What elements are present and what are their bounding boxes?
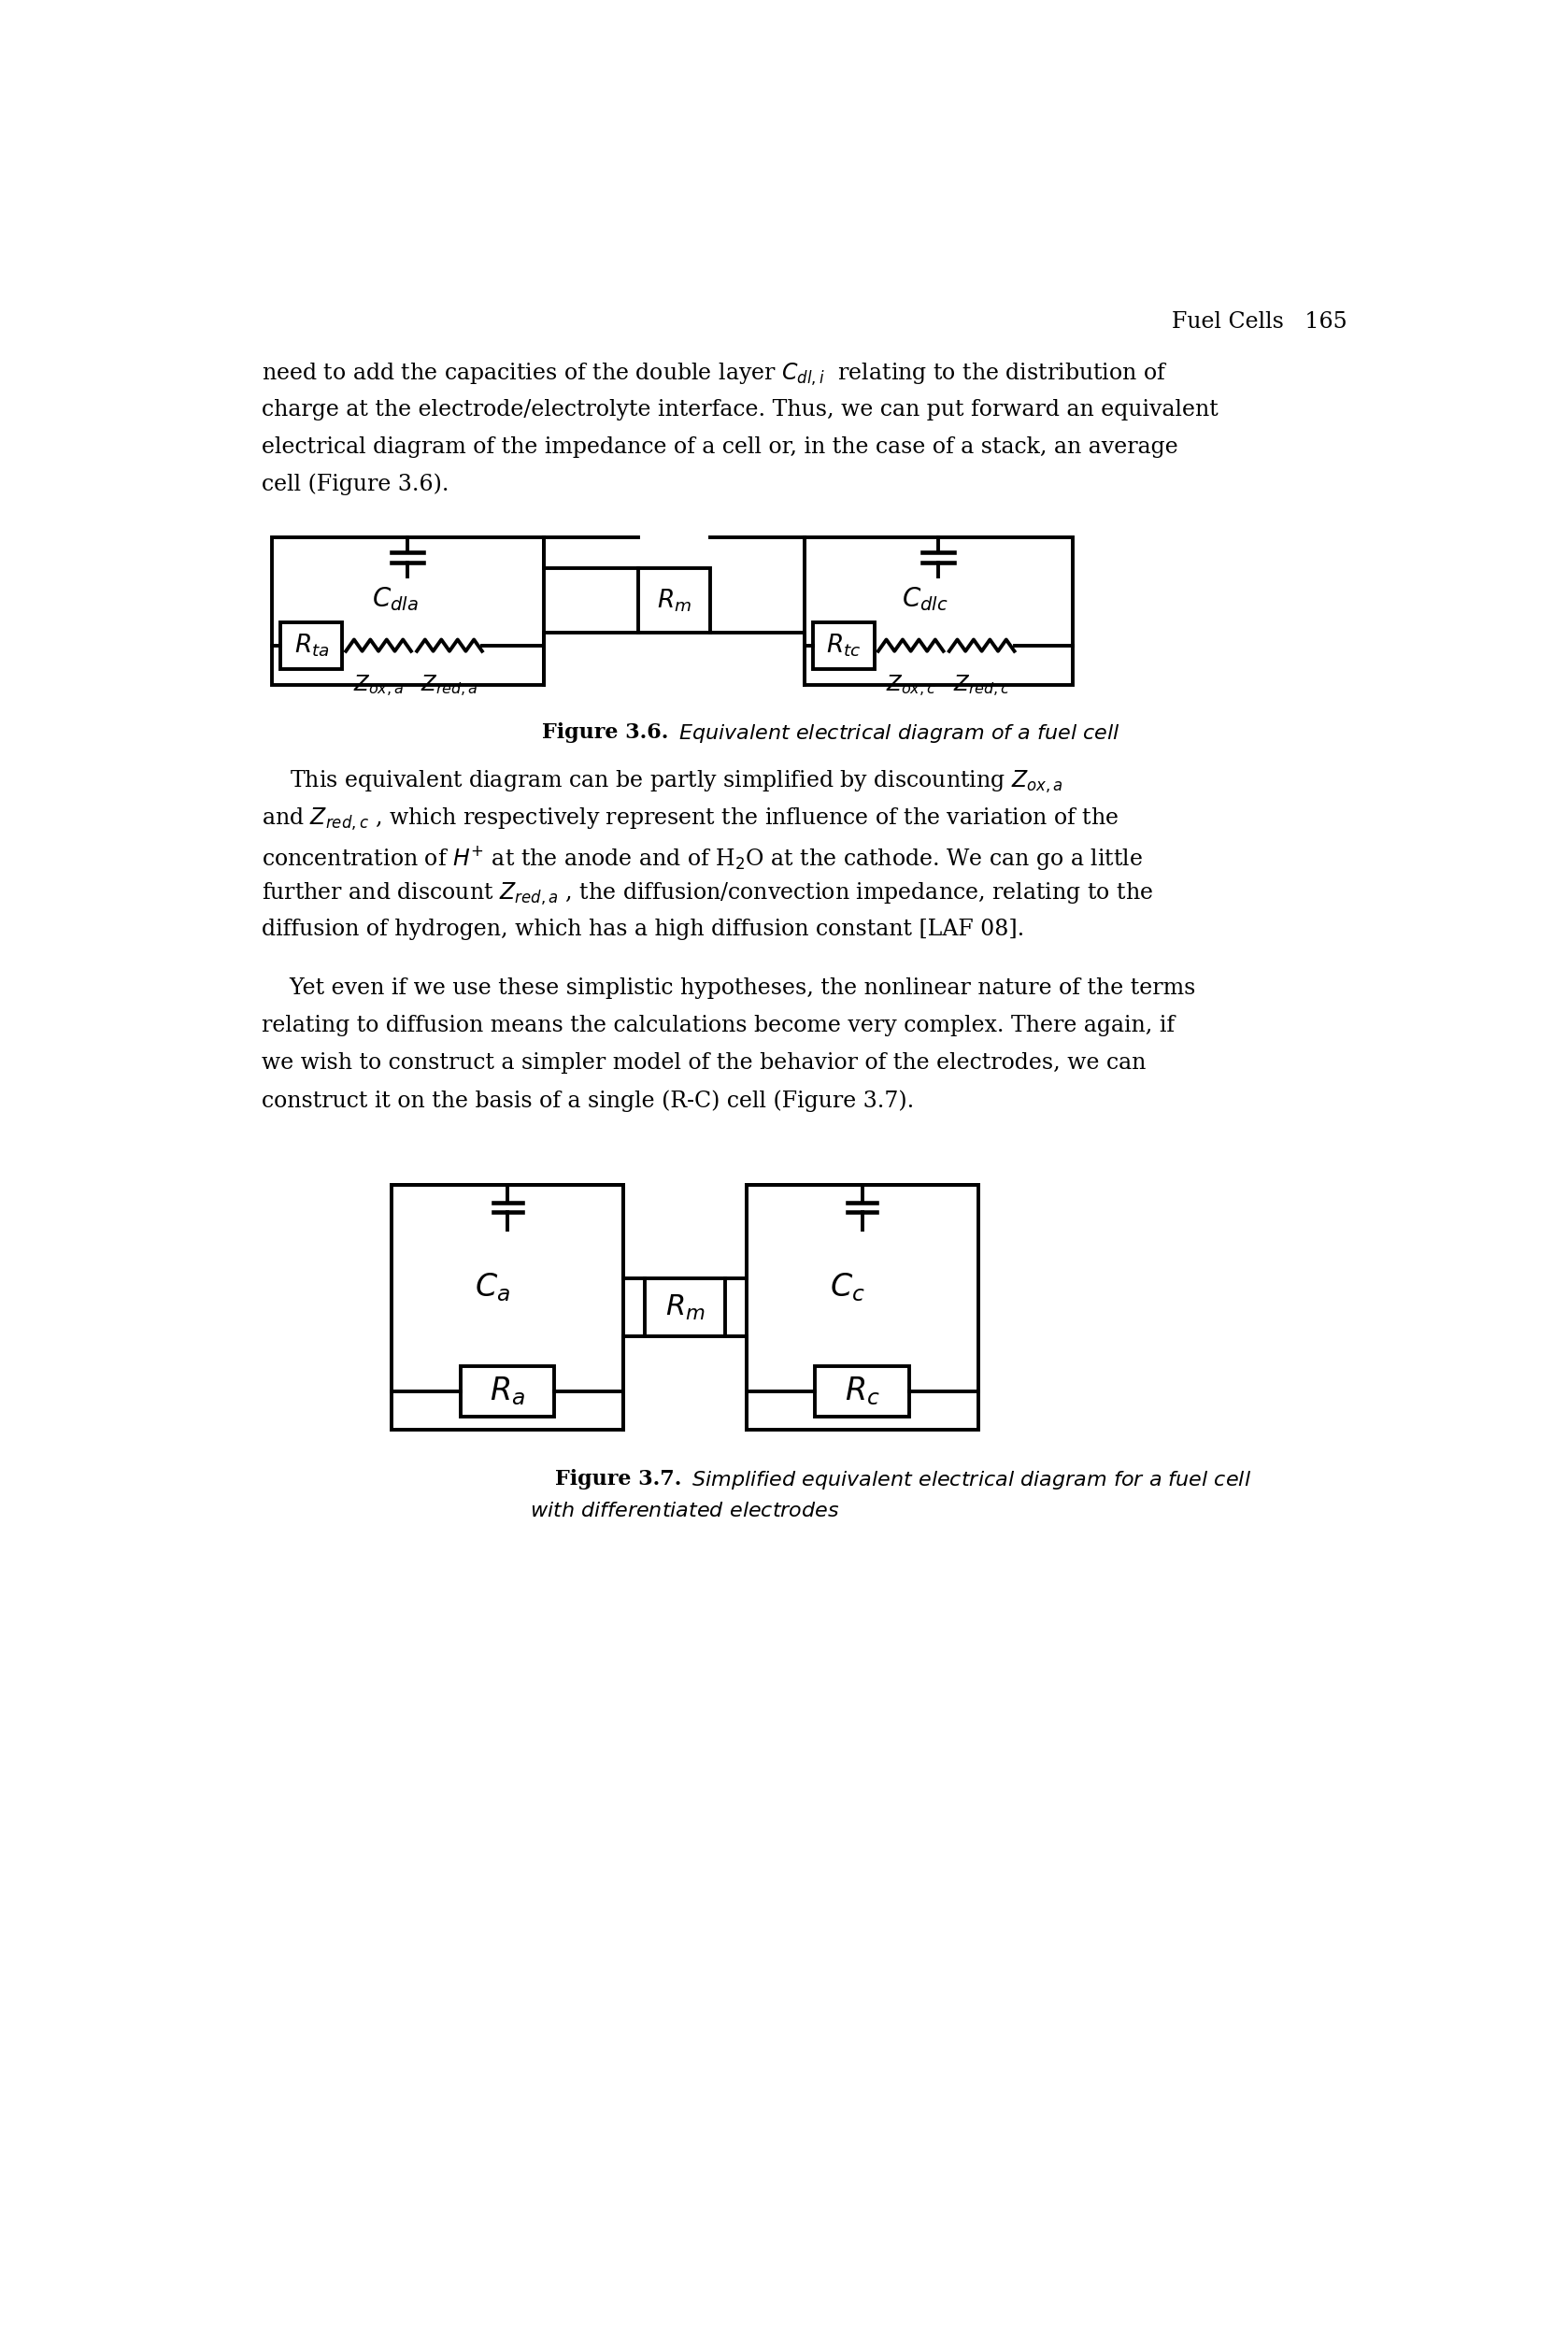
Text: construct it on the basis of a single (R-C) cell (Figure 3.7).: construct it on the basis of a single (R… xyxy=(262,1090,914,1113)
Text: $Z_{red,a}$: $Z_{red,a}$ xyxy=(420,673,478,697)
Text: cell (Figure 3.6).: cell (Figure 3.6). xyxy=(262,472,448,496)
Text: $C_c$: $C_c$ xyxy=(829,1272,866,1305)
Text: $R_{tc}$: $R_{tc}$ xyxy=(826,631,861,659)
Text: This equivalent diagram can be partly simplified by discounting $Z_{ox,a}$: This equivalent diagram can be partly si… xyxy=(262,769,1063,795)
Text: $\it{Simplified\ equivalent\ electrical\ diagram\ for\ a\ fuel\ cell}$: $\it{Simplified\ equivalent\ electrical\… xyxy=(685,1468,1251,1492)
Text: charge at the electrode/electrolyte interface. Thus, we can put forward an equiv: charge at the electrode/electrolyte inte… xyxy=(262,397,1218,421)
Text: Yet even if we use these simplistic hypotheses, the nonlinear nature of the term: Yet even if we use these simplistic hypo… xyxy=(262,977,1195,998)
Text: $R_a$: $R_a$ xyxy=(489,1375,525,1407)
Text: electrical diagram of the impedance of a cell or, in the case of a stack, an ave: electrical diagram of the impedance of a… xyxy=(262,435,1178,458)
Text: concentration of $H^{+}$ at the anode and of H$_2$O at the cathode. We can go a : concentration of $H^{+}$ at the anode an… xyxy=(262,844,1143,872)
Text: $C_{dlc}$: $C_{dlc}$ xyxy=(902,584,949,613)
Text: need to add the capacities of the double layer $C_{dl,i}$  relating to the distr: need to add the capacities of the double… xyxy=(262,360,1167,388)
Text: $Z_{red,c}$: $Z_{red,c}$ xyxy=(953,673,1010,697)
Text: $\it{with\ differentiated\ electrodes}$: $\it{with\ differentiated\ electrodes}$ xyxy=(530,1501,840,1522)
Text: $Z_{ox,a}$: $Z_{ox,a}$ xyxy=(353,673,405,697)
Text: $R_m$: $R_m$ xyxy=(665,1293,704,1321)
Text: and $Z_{red,c}$ , which respectively represent the influence of the variation of: and $Z_{red,c}$ , which respectively rep… xyxy=(262,807,1118,832)
Text: Figure 3.6.: Figure 3.6. xyxy=(543,722,668,743)
Text: $R_m$: $R_m$ xyxy=(657,587,691,613)
Text: we wish to construct a simpler model of the behavior of the electrodes, we can: we wish to construct a simpler model of … xyxy=(262,1052,1146,1073)
Text: $R_{ta}$: $R_{ta}$ xyxy=(293,631,329,659)
Text: $C_a$: $C_a$ xyxy=(475,1272,511,1305)
Text: $C_{dla}$: $C_{dla}$ xyxy=(372,584,419,613)
Text: further and discount $Z_{red,a}$ , the diffusion/convection impedance, relating : further and discount $Z_{red,a}$ , the d… xyxy=(262,881,1152,907)
Text: $Z_{ox,c}$: $Z_{ox,c}$ xyxy=(886,673,936,697)
Text: Figure 3.7.: Figure 3.7. xyxy=(555,1468,681,1489)
Text: Fuel Cells   165: Fuel Cells 165 xyxy=(1173,311,1347,332)
Text: $\it{Equivalent\ electrical\ diagram\ of\ a\ fuel\ cell}$: $\it{Equivalent\ electrical\ diagram\ of… xyxy=(673,722,1121,746)
Text: relating to diffusion means the calculations become very complex. There again, i: relating to diffusion means the calculat… xyxy=(262,1015,1174,1036)
Text: diffusion of hydrogen, which has a high diffusion constant [LAF 08].: diffusion of hydrogen, which has a high … xyxy=(262,919,1024,940)
Text: $R_c$: $R_c$ xyxy=(845,1375,880,1407)
